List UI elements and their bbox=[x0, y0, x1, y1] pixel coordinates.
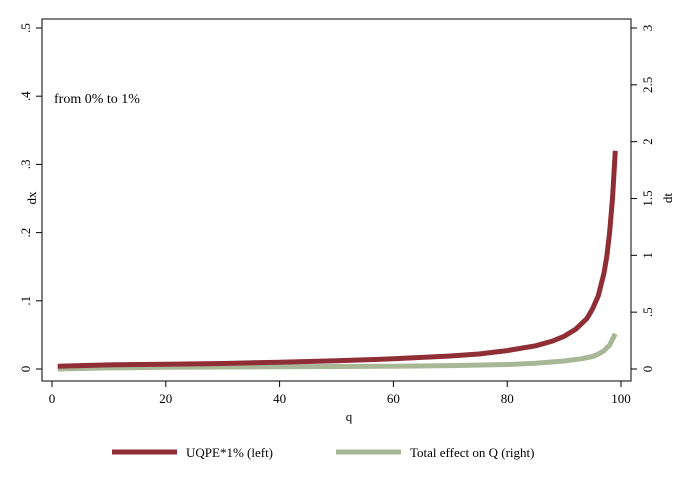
x-axis: 0 20 40 60 80 100 bbox=[49, 381, 631, 406]
y-right-tick-label: 2.5 bbox=[640, 77, 655, 93]
x-tick-label: 40 bbox=[273, 391, 286, 406]
y-axis-right-title: dt bbox=[660, 193, 675, 204]
y-left-tick-label: .5 bbox=[18, 23, 33, 33]
x-tick-label: 100 bbox=[611, 391, 631, 406]
y-right-tick-label: 2 bbox=[640, 138, 655, 145]
y-left-tick-label: .3 bbox=[18, 160, 33, 170]
x-tick-label: 0 bbox=[49, 391, 56, 406]
y-right-tick-label: 0 bbox=[640, 366, 655, 373]
y-axis-right: 0 .5 1 1.5 2 2.5 3 bbox=[631, 25, 655, 373]
x-tick-label: 80 bbox=[501, 391, 514, 406]
chart-annotation: from 0% to 1% bbox=[54, 92, 140, 107]
x-tick-label: 60 bbox=[387, 391, 400, 406]
y-axis-left-title: dx bbox=[24, 191, 39, 205]
y-right-tick-label: .5 bbox=[640, 307, 655, 317]
y-left-tick-label: .1 bbox=[18, 296, 33, 306]
y-right-tick-label: 1 bbox=[640, 252, 655, 258]
series-layer bbox=[57, 150, 618, 372]
y-left-tick-label: .2 bbox=[18, 228, 33, 238]
y-left-tick-label: .4 bbox=[18, 91, 33, 101]
y-axis-left: 0 .1 .2 .3 .4 .5 bbox=[18, 23, 42, 372]
legend-label-uqpe: UQPE*1% (left) bbox=[186, 445, 273, 460]
y-left-tick-label: 0 bbox=[18, 366, 33, 373]
legend-label-total-effect: Total effect on Q (right) bbox=[410, 445, 534, 460]
plot-frame bbox=[41, 18, 632, 382]
series-line-total-effect bbox=[57, 332, 618, 372]
x-axis-title: q bbox=[346, 409, 353, 424]
y-right-tick-label: 3 bbox=[640, 25, 655, 32]
x-tick-label: 20 bbox=[159, 391, 172, 406]
y-right-tick-label: 1.5 bbox=[640, 190, 655, 206]
legend: UQPE*1% (left) Total effect on Q (right) bbox=[112, 445, 534, 460]
series-line-uqpe bbox=[57, 150, 618, 369]
